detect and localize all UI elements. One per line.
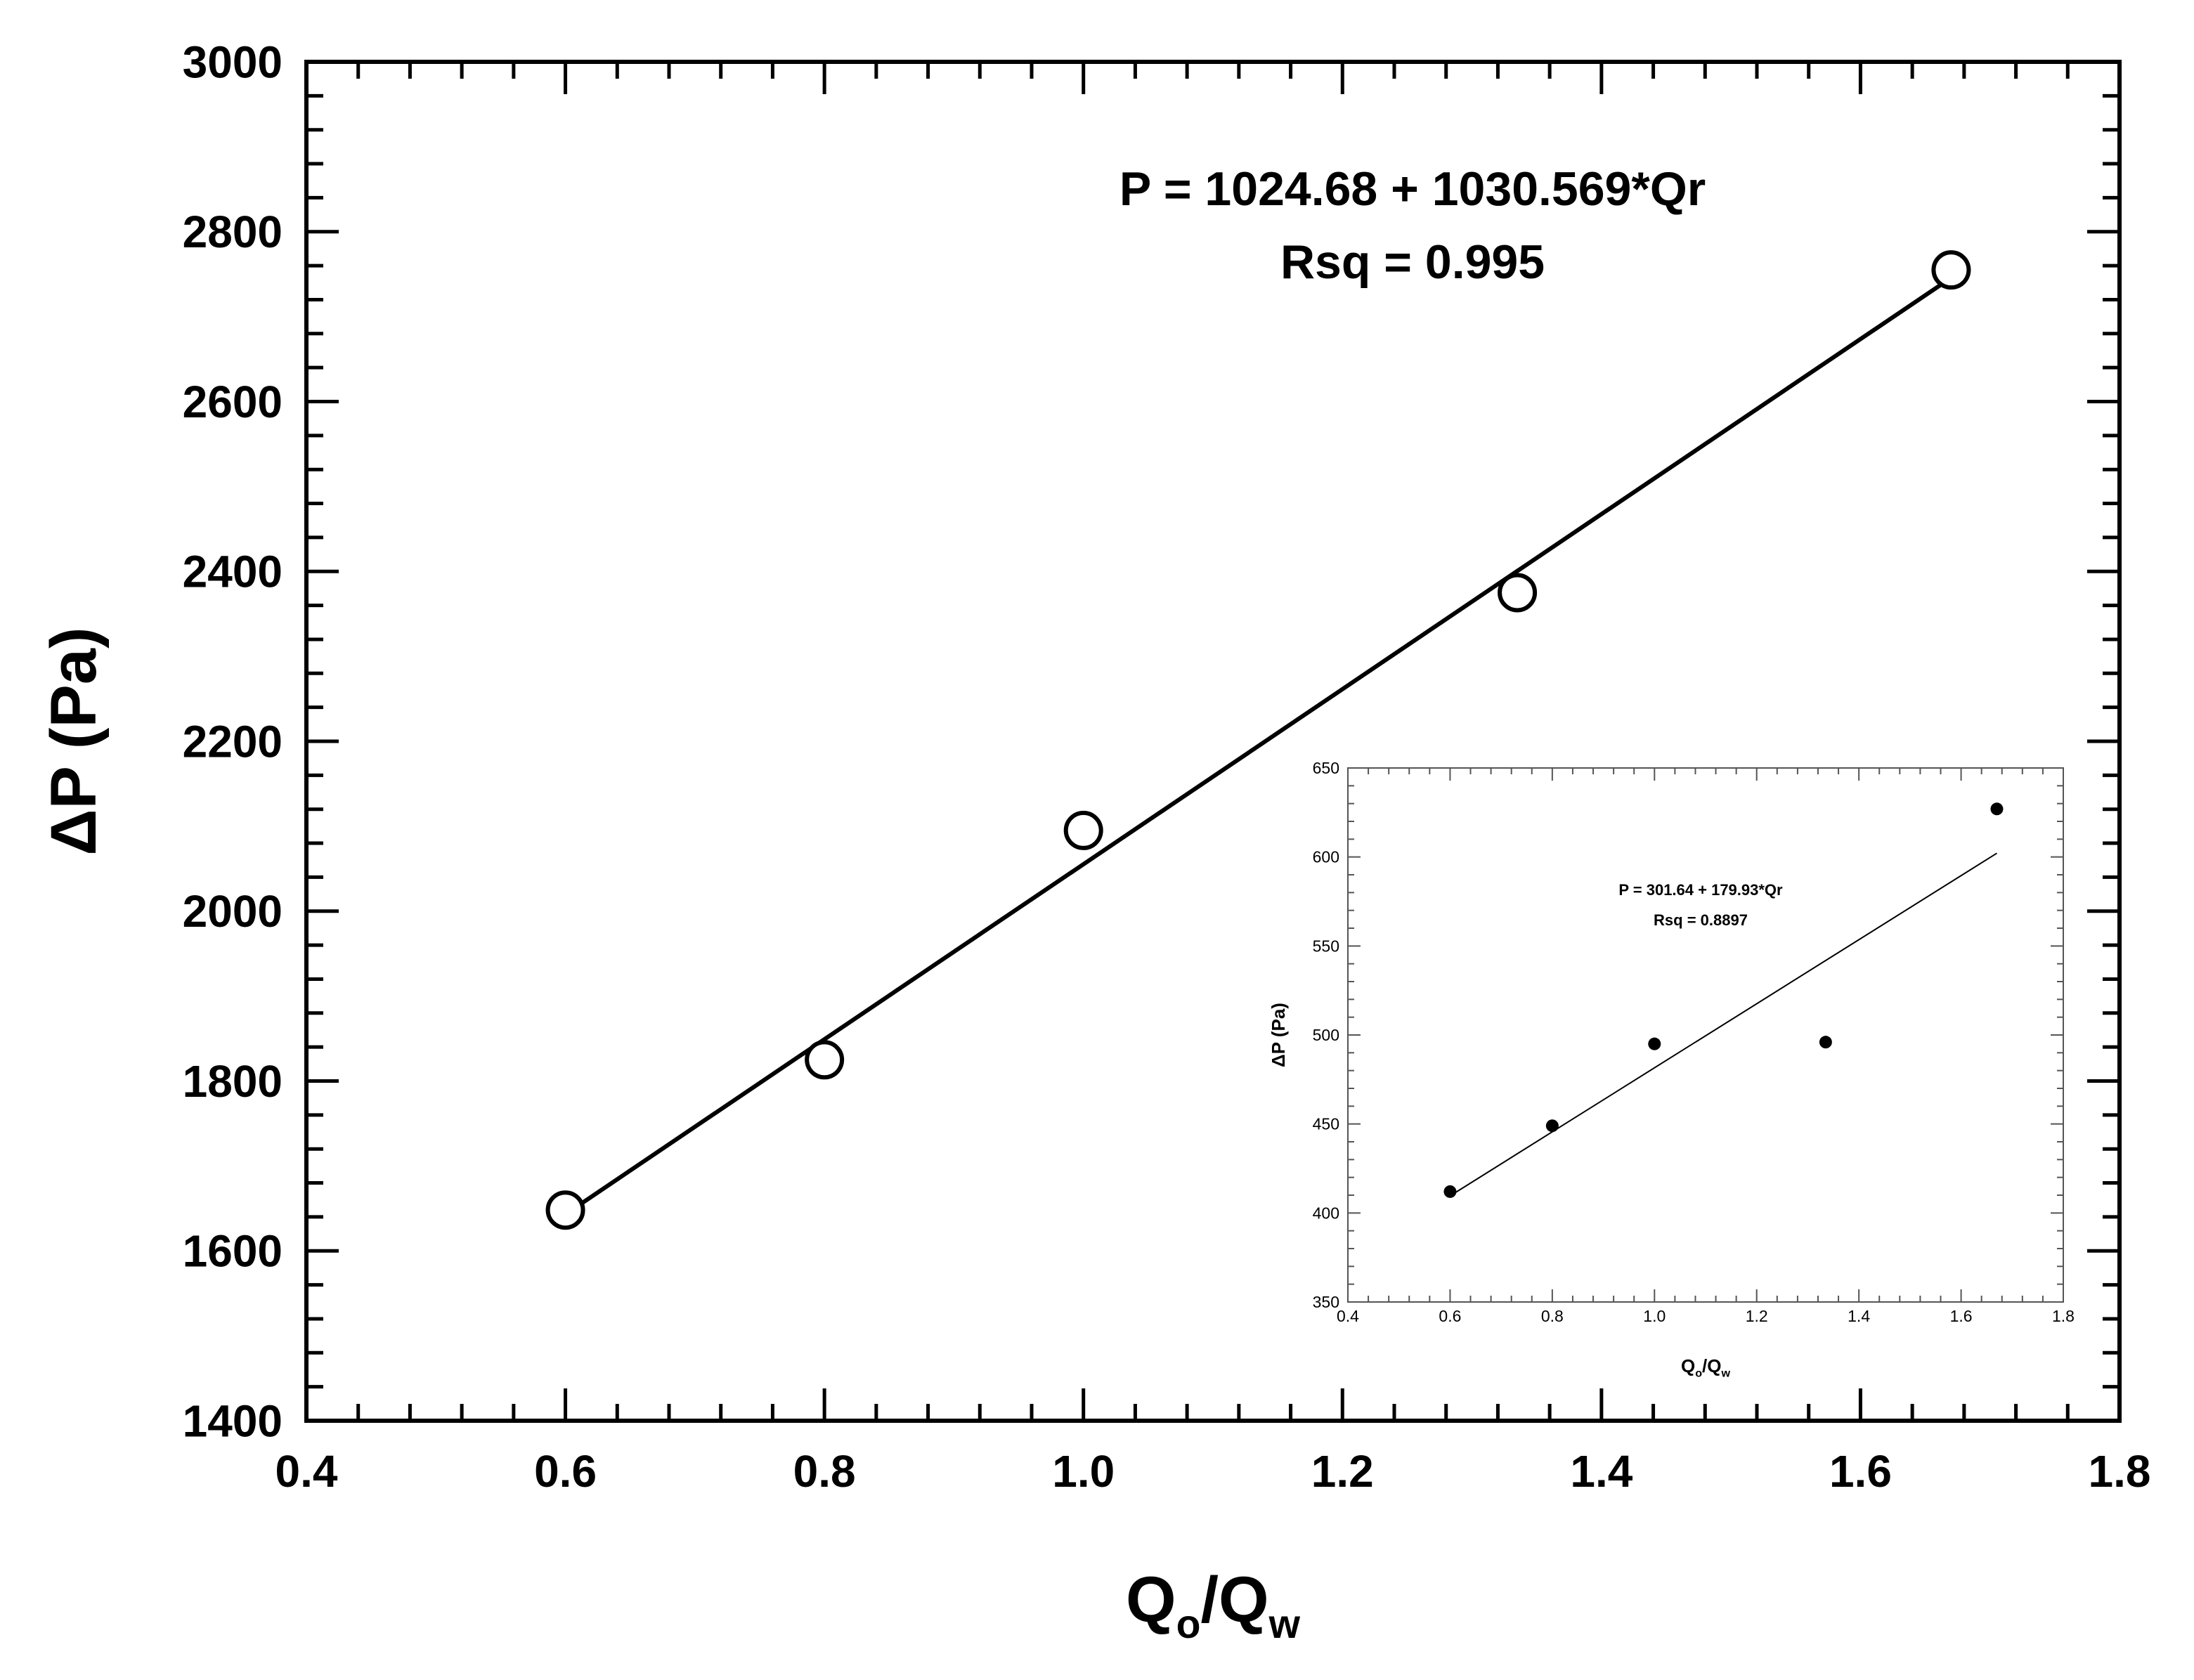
y-tick-label: 2800 xyxy=(183,207,283,257)
y-tick-label: 2400 xyxy=(183,547,283,597)
fit-line xyxy=(564,275,1953,1216)
y-axis-label: ΔP (Pa) xyxy=(38,627,110,855)
data-point xyxy=(1498,573,1538,613)
y-tick-label: 3000 xyxy=(183,37,283,87)
x-tick-label: 0.6 xyxy=(1439,1307,1461,1325)
y-tick-label: 600 xyxy=(1313,848,1339,866)
data-point xyxy=(1443,1185,1457,1198)
x-axis-label-sub2: w xyxy=(1721,1367,1731,1380)
y-tick-label: 2200 xyxy=(183,716,283,767)
inset-chart: 0.4 0.6 0.8 1.0 1.2 1.4 1.6 1.8 350 400 450 500 550 6… xyxy=(1268,759,2075,1379)
data-point xyxy=(1990,802,2004,816)
y-tick-label: 550 xyxy=(1313,937,1339,955)
data-point xyxy=(545,1190,585,1230)
x-axis-label-sub1: o xyxy=(1176,1602,1201,1647)
y-tick-label: 2000 xyxy=(183,886,283,937)
data-point xyxy=(1648,1037,1661,1050)
r-squared-label: Rsq = 0.995 xyxy=(1280,235,1545,289)
x-tick-label: 0.6 xyxy=(534,1446,597,1497)
x-tick-label: 0.4 xyxy=(275,1446,338,1497)
x-tick-label: 1.8 xyxy=(2089,1446,2151,1497)
data-point xyxy=(805,1040,845,1080)
y-tick-label: 1800 xyxy=(183,1056,283,1107)
fit-equation-label: P = 301.64 + 179.93*Qr xyxy=(1618,881,1783,899)
data-point xyxy=(1063,810,1103,850)
x-tick-label: 1.2 xyxy=(1311,1446,1374,1497)
x-axis-label-mid: /Q xyxy=(1702,1355,1721,1376)
fit-line xyxy=(1449,852,1998,1197)
x-tick-label: 1.6 xyxy=(1829,1446,1892,1497)
y-tick-label: 350 xyxy=(1313,1293,1339,1311)
y-tick-label: 400 xyxy=(1313,1204,1339,1222)
x-tick-label: 0.8 xyxy=(793,1446,856,1497)
x-tick-label: 1.4 xyxy=(1570,1446,1632,1497)
x-tick-label: 1.2 xyxy=(1746,1307,1768,1325)
fit-equation-label: P = 1024.68 + 1030.569*Qr xyxy=(1119,162,1706,216)
x-tick-label: 1.8 xyxy=(2052,1307,2075,1325)
x-axis-label: Qo/Qw xyxy=(1681,1355,1731,1380)
y-tick-label: 1600 xyxy=(183,1226,283,1277)
x-tick-label: 1.0 xyxy=(1052,1446,1115,1497)
data-point xyxy=(1545,1119,1559,1133)
x-axis-label-sub1: o xyxy=(1695,1367,1702,1380)
x-tick-label: 1.4 xyxy=(1848,1307,1870,1325)
main-chart: 0.4 0.6 0.8 1.0 1.2 1.4 1.6 1.8 1400 1600 1800 2000… xyxy=(38,37,2150,1647)
data-point xyxy=(1931,250,1971,290)
x-axis-label-sub2: w xyxy=(1268,1602,1301,1647)
y-tick-label: 500 xyxy=(1313,1026,1339,1044)
x-tick-label: 0.8 xyxy=(1541,1307,1564,1325)
y-tick-label: 450 xyxy=(1313,1115,1339,1133)
y-tick-label: 1400 xyxy=(183,1395,283,1446)
x-tick-label: 0.4 xyxy=(1337,1307,1359,1325)
data-point xyxy=(1819,1036,1832,1049)
x-tick-label: 1.6 xyxy=(1950,1307,1973,1325)
r-squared-label: Rsq = 0.8897 xyxy=(1654,911,1748,929)
x-axis-label-mid: /Q xyxy=(1200,1564,1268,1636)
y-axis-label: ΔP (Pa) xyxy=(1268,1003,1289,1067)
x-axis-label-main: Q xyxy=(1126,1564,1176,1636)
y-tick-label: 2600 xyxy=(183,377,283,427)
y-tick-label: 650 xyxy=(1313,759,1339,777)
x-tick-label: 1.0 xyxy=(1643,1307,1666,1325)
x-axis-label-main: Q xyxy=(1681,1355,1695,1376)
x-axis-label: Qo/Qw xyxy=(1126,1564,1301,1647)
